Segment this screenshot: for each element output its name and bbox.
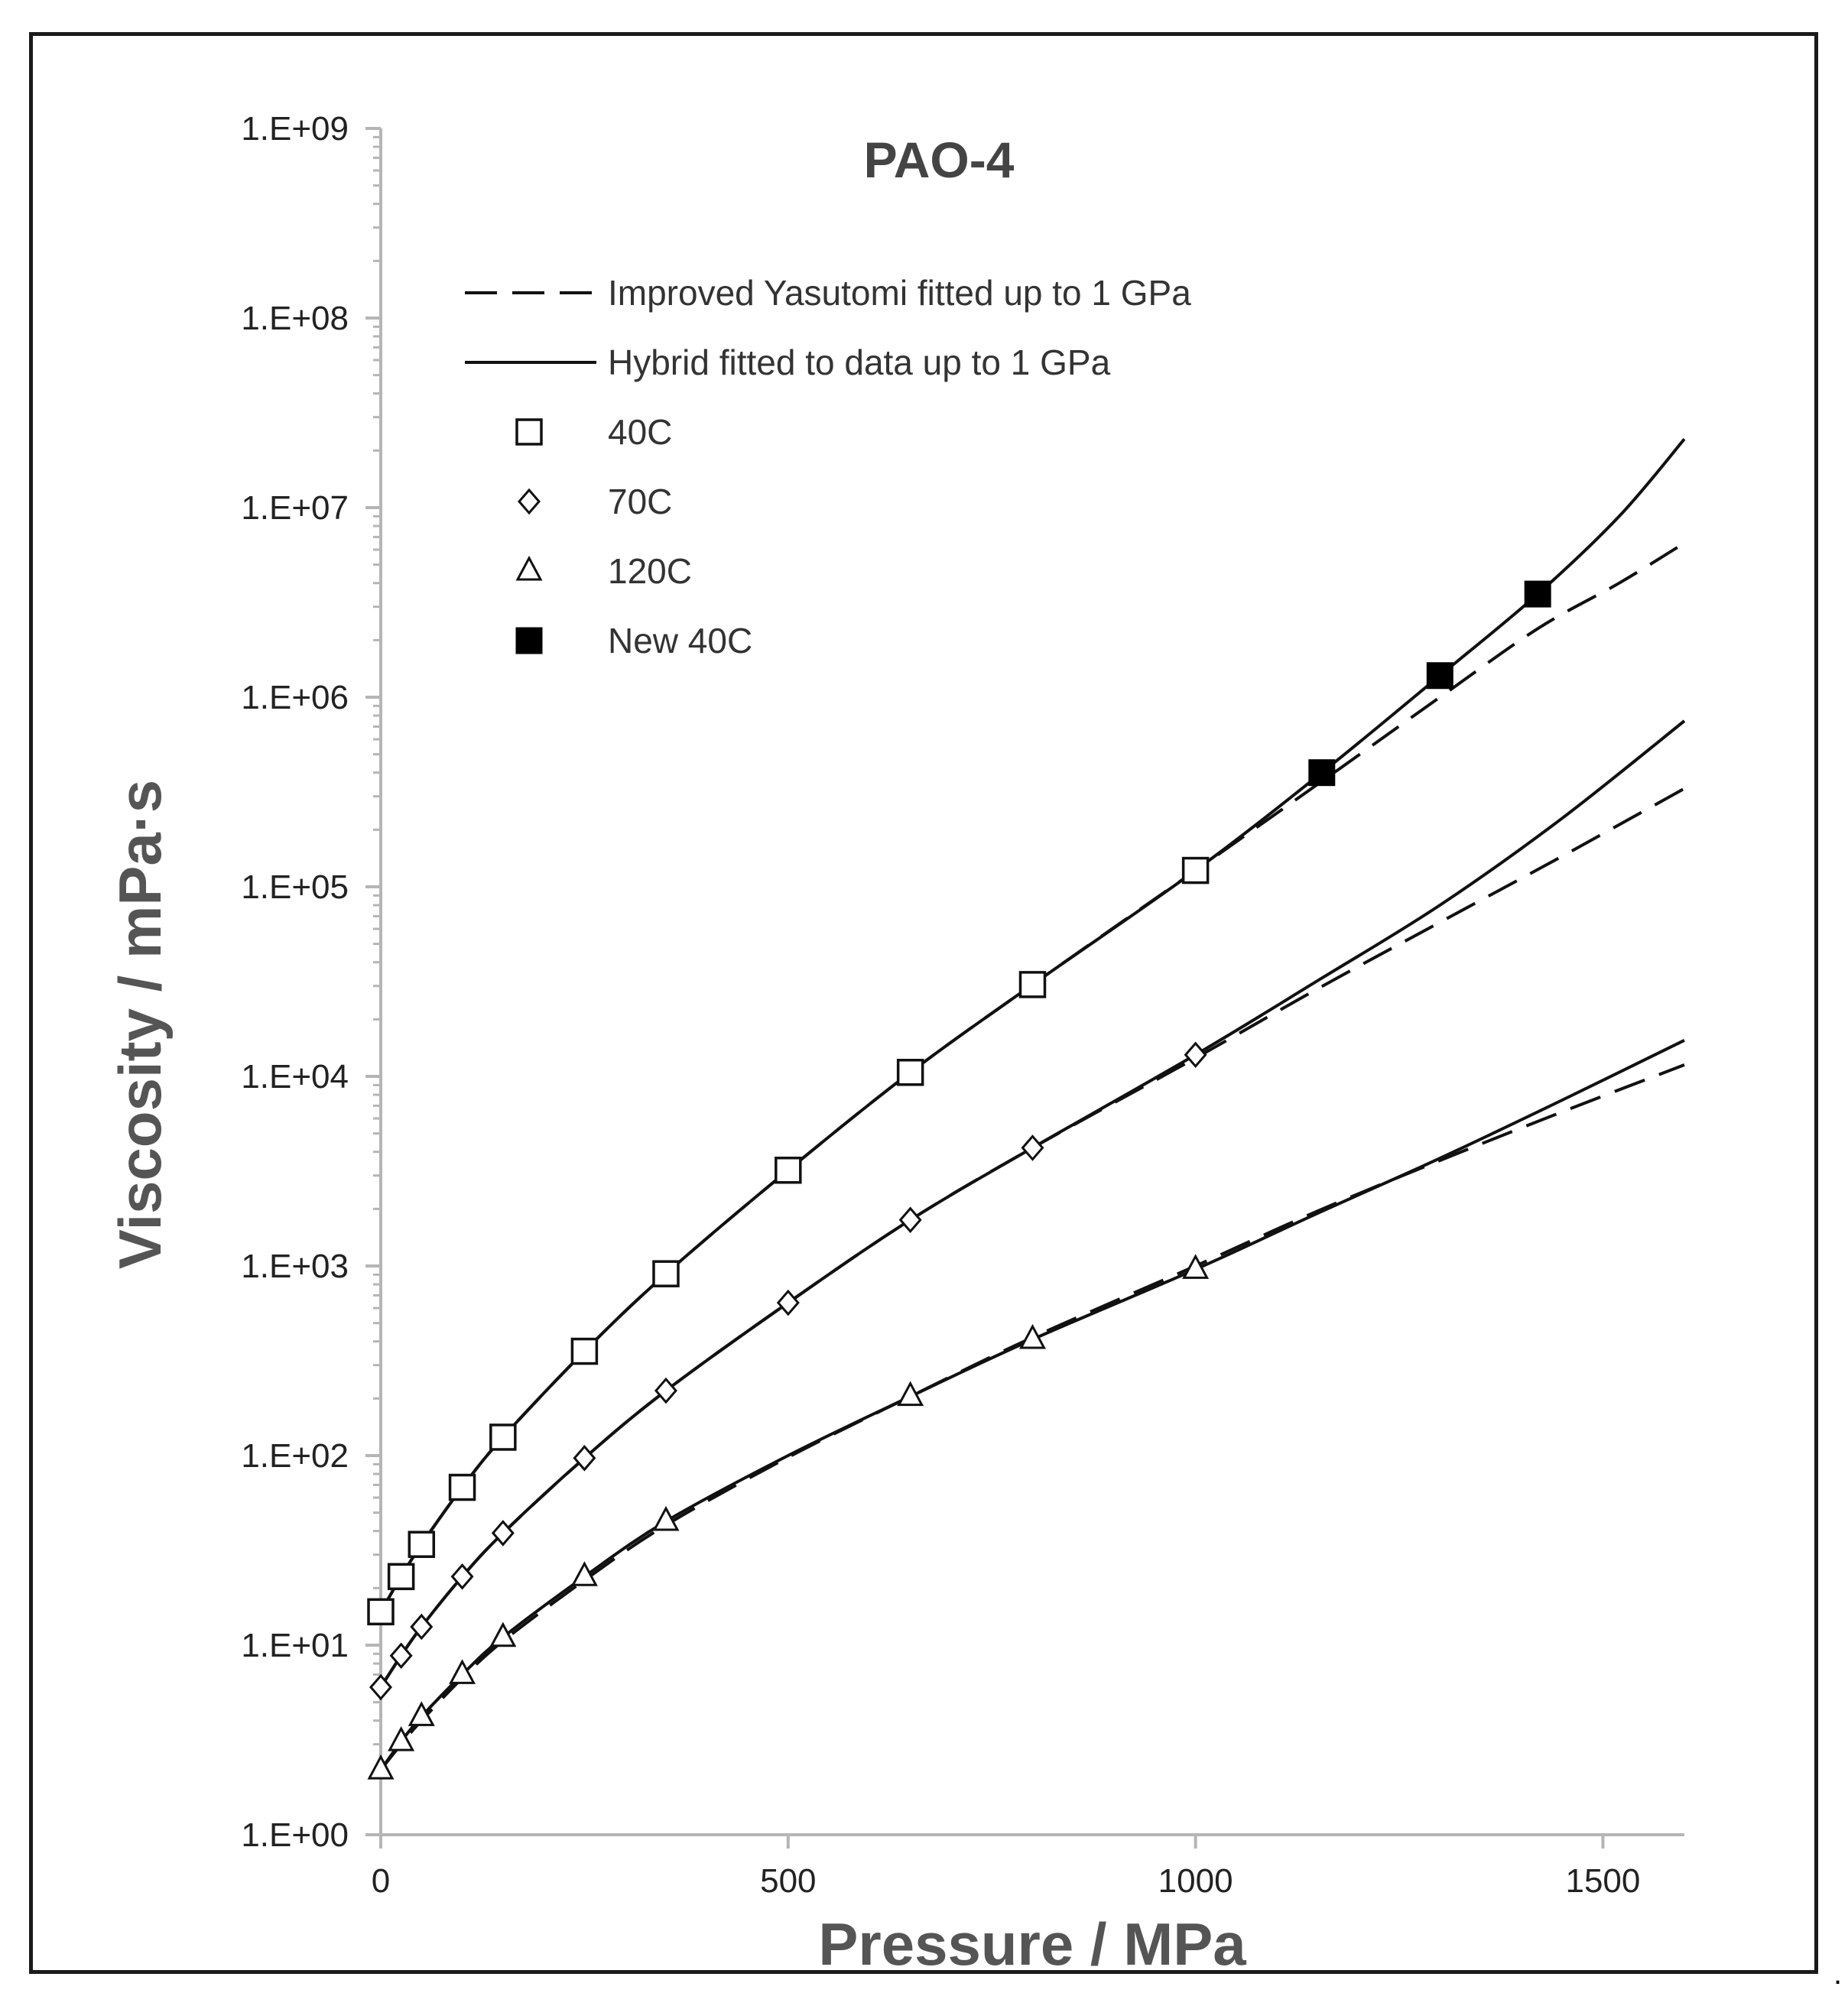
y-tick-label: 1.E+03	[241, 1248, 349, 1285]
point-40c	[896, 1058, 924, 1086]
legend-swatch-70c	[518, 488, 541, 515]
hybrid-curve-70c	[379, 719, 1686, 1689]
y-tick-label: 1.E+02	[241, 1437, 349, 1475]
chart-title: PAO-4	[864, 131, 1015, 188]
hybrid-curve-40c	[379, 438, 1686, 1613]
point-40c	[448, 1473, 476, 1501]
yasutomi-curve-70c	[379, 787, 1685, 1689]
y-axis-title: Viscosity / mPa·s	[106, 780, 174, 1269]
point-120c	[449, 1659, 476, 1684]
y-tick-label: 1.E+01	[241, 1627, 349, 1664]
data-markers	[367, 580, 1551, 1780]
y-tick-label: 1.E+08	[241, 300, 349, 337]
point-120c	[652, 1505, 680, 1531]
x-tick-label: 1000	[1158, 1862, 1233, 1900]
point-70c	[450, 1563, 474, 1590]
legend-label-hybrid-fitted-to-data-up-to-1-gpa: Hybrid fitted to data up to 1 GPa	[608, 342, 1111, 382]
point-70c	[389, 1642, 413, 1670]
trailing-period: .	[1833, 1957, 1843, 1991]
yasutomi-curve-120c	[379, 1063, 1685, 1771]
legend-label-120c: 120C	[608, 551, 692, 591]
point-120c	[388, 1725, 415, 1751]
y-tick-label: 1.E+05	[241, 868, 349, 906]
y-tick-label: 1.E+09	[241, 110, 349, 148]
x-tick-label: 1500	[1565, 1862, 1640, 1900]
legend-label-improved-yasutomi-fitted-up-to-1-gpa: Improved Yasutomi fitted up to 1 GPa	[608, 273, 1191, 313]
point-70c	[491, 1520, 515, 1547]
legend-label-40c: 40C	[608, 412, 672, 452]
point-70c	[898, 1206, 922, 1234]
point-new-40c	[1308, 759, 1336, 787]
legend-swatch-40c	[515, 418, 543, 446]
point-40c	[1018, 971, 1047, 998]
point-40c	[367, 1598, 395, 1626]
point-120c	[489, 1621, 517, 1647]
point-120c	[1018, 1323, 1047, 1349]
legend-label-70c: 70C	[608, 482, 672, 521]
point-40c	[408, 1530, 436, 1558]
yasutomi-curve-40c	[379, 541, 1686, 1613]
x-axis-title: Pressure / MPa	[818, 1910, 1246, 1978]
point-new-40c	[1426, 662, 1453, 690]
point-120c	[367, 1754, 395, 1780]
legend-label-new-40c: New 40C	[608, 621, 752, 661]
point-70c	[776, 1289, 800, 1316]
y-tick-label: 1.E+06	[241, 679, 349, 716]
point-40c	[775, 1156, 802, 1184]
point-40c	[1181, 856, 1210, 885]
point-40c	[570, 1337, 599, 1365]
point-40c	[387, 1563, 415, 1591]
point-120c	[1182, 1254, 1210, 1279]
axes: 1.E+00 1.E+01 1.E+02 1.E+03 1.E+04 1.E+05 1.E+…	[241, 110, 1684, 1900]
chart-frame	[29, 32, 1818, 1974]
x-tick-label: 500	[760, 1862, 816, 1900]
point-40c	[652, 1260, 680, 1287]
point-70c	[369, 1673, 392, 1701]
point-120c	[570, 1561, 598, 1586]
point-new-40c	[1524, 580, 1551, 608]
point-70c	[1184, 1041, 1207, 1069]
y-tick-label: 1.E+00	[241, 1816, 349, 1854]
point-120c	[897, 1381, 924, 1407]
legend: Improved Yasutomi fitted up to 1 GPa Hybr…	[465, 273, 1191, 661]
point-70c	[1021, 1134, 1044, 1161]
point-70c	[654, 1377, 677, 1404]
point-70c	[410, 1613, 434, 1641]
legend-swatch-new-40c	[515, 627, 543, 654]
point-120c	[408, 1701, 435, 1726]
x-tick-label: 0	[372, 1862, 390, 1900]
fit-curves	[379, 438, 1686, 1771]
point-40c	[489, 1423, 517, 1451]
legend-swatch-120c	[515, 555, 543, 581]
y-tick-label: 1.E+07	[241, 489, 349, 527]
y-tick-label: 1.E+04	[241, 1058, 349, 1096]
point-70c	[573, 1444, 596, 1472]
